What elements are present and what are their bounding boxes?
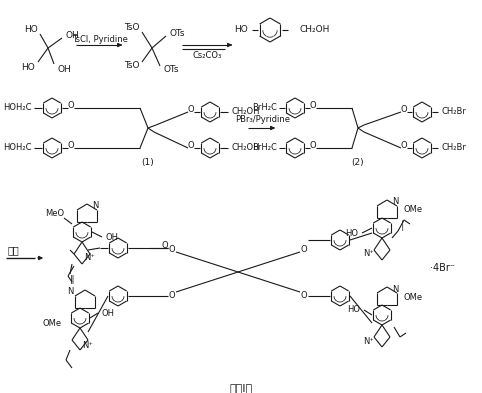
- Text: Cs₂CO₃: Cs₂CO₃: [192, 51, 222, 61]
- Text: TsO: TsO: [124, 24, 140, 33]
- Text: BrH₂C: BrH₂C: [252, 143, 277, 152]
- Text: N⁺: N⁺: [82, 340, 93, 349]
- Text: │: │: [399, 220, 405, 231]
- Text: CH₂Br: CH₂Br: [441, 108, 466, 116]
- Text: CH₂OH: CH₂OH: [232, 143, 260, 152]
- Text: O: O: [401, 141, 407, 149]
- Text: HO: HO: [347, 305, 360, 314]
- Text: ‖: ‖: [70, 275, 74, 285]
- Text: MeO: MeO: [45, 209, 64, 219]
- Text: O: O: [67, 101, 74, 110]
- Text: CH₂OH: CH₂OH: [300, 26, 330, 35]
- Text: O: O: [401, 105, 407, 114]
- Text: ·4Br⁻: ·4Br⁻: [430, 263, 455, 273]
- Text: 奎宁: 奎宁: [8, 245, 20, 255]
- Text: HO: HO: [234, 26, 248, 35]
- Text: N⁺: N⁺: [84, 253, 95, 263]
- Text: N: N: [92, 202, 98, 211]
- Text: OMe: OMe: [404, 206, 423, 215]
- Text: N: N: [392, 285, 399, 294]
- Text: TsO: TsO: [124, 61, 140, 70]
- Text: HO: HO: [21, 64, 35, 72]
- Text: N: N: [67, 288, 74, 296]
- Text: O: O: [310, 141, 316, 149]
- Text: OTs: OTs: [170, 29, 186, 39]
- Text: (2): (2): [352, 158, 364, 167]
- Text: O: O: [301, 244, 308, 253]
- Text: O: O: [67, 141, 74, 149]
- Text: O: O: [187, 105, 194, 114]
- Text: CH₂OH: CH₂OH: [232, 108, 260, 116]
- Text: (1): (1): [142, 158, 154, 167]
- Text: HO: HO: [24, 26, 38, 35]
- Text: O: O: [169, 244, 175, 253]
- Text: OH: OH: [58, 66, 72, 75]
- Text: O: O: [187, 141, 194, 149]
- Text: O: O: [161, 241, 168, 250]
- Text: OTs: OTs: [164, 66, 179, 75]
- Text: O: O: [169, 290, 175, 299]
- Text: OH: OH: [102, 309, 115, 318]
- Text: OMe: OMe: [404, 292, 423, 301]
- Text: O: O: [301, 290, 308, 299]
- Text: HO: HO: [345, 228, 358, 237]
- Text: CH₂Br: CH₂Br: [441, 143, 466, 152]
- Text: TsCl, Pyridine: TsCl, Pyridine: [72, 35, 128, 44]
- Text: HOH₂C: HOH₂C: [3, 143, 32, 152]
- Text: OH: OH: [66, 31, 80, 40]
- Text: 式（I）: 式（I）: [229, 383, 253, 393]
- Text: N: N: [392, 198, 399, 206]
- Text: N⁺: N⁺: [363, 336, 374, 345]
- Text: N⁺: N⁺: [363, 250, 374, 259]
- Text: OH: OH: [106, 233, 119, 242]
- Text: OMe: OMe: [43, 318, 62, 327]
- Text: O: O: [310, 101, 316, 110]
- Text: PBr₃/Pyridine: PBr₃/Pyridine: [236, 116, 291, 125]
- Text: BrH₂C: BrH₂C: [252, 103, 277, 112]
- Text: HOH₂C: HOH₂C: [3, 103, 32, 112]
